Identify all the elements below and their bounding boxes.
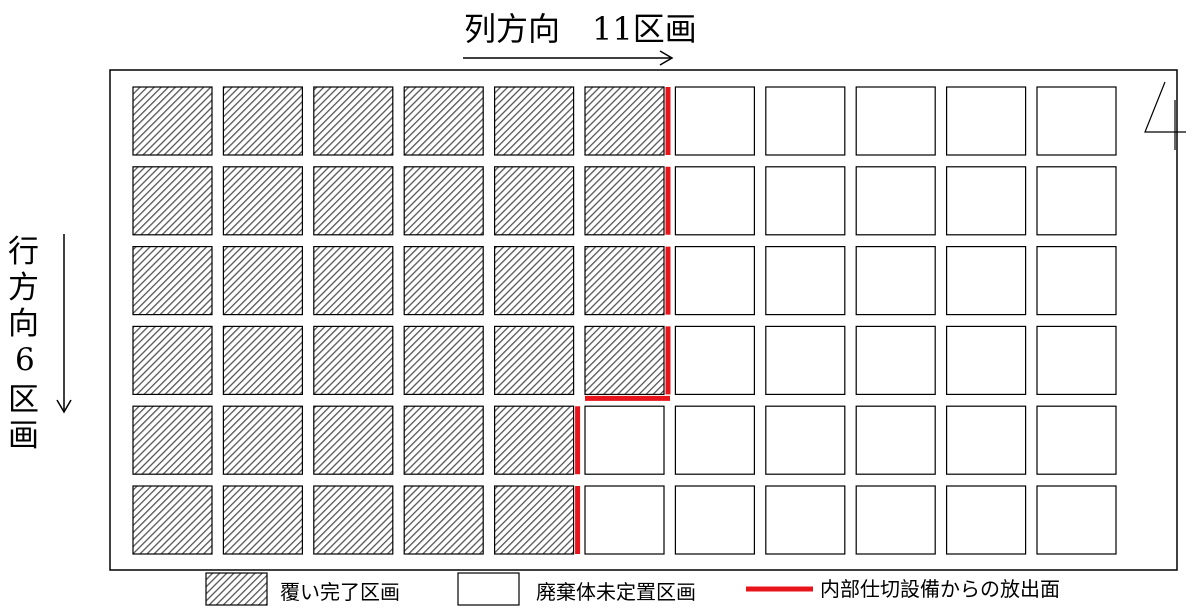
empty-cell	[765, 86, 846, 156]
empty-cell	[674, 86, 756, 156]
legend-empty-swatch	[457, 572, 520, 606]
empty-cell	[945, 166, 1027, 236]
covered-cell	[403, 246, 484, 316]
covered-cell	[313, 246, 394, 316]
covered-cell	[494, 166, 575, 236]
row-label-char: 区	[8, 382, 39, 418]
empty-cell	[584, 485, 665, 555]
covered-cell	[222, 485, 303, 555]
empty-cell	[945, 86, 1027, 156]
empty-cell	[674, 166, 756, 236]
covered-cell	[584, 325, 665, 395]
covered-cell	[494, 405, 575, 475]
covered-cell	[403, 405, 484, 475]
row-label-char: 行	[8, 234, 39, 270]
covered-cell	[313, 485, 394, 555]
empty-cell	[674, 246, 756, 316]
column-direction-label: 列方向 11区画	[464, 10, 697, 48]
covered-cell	[494, 86, 575, 156]
covered-cell	[222, 325, 303, 395]
empty-cell	[765, 166, 846, 236]
row-label-char: 方	[8, 270, 39, 306]
covered-cell	[313, 405, 394, 475]
covered-cell	[403, 485, 484, 555]
empty-cell	[674, 325, 756, 395]
empty-cell	[945, 405, 1027, 475]
empty-cell	[1036, 405, 1117, 475]
empty-cell	[945, 246, 1027, 316]
covered-cell	[403, 86, 484, 156]
covered-cell	[584, 246, 665, 316]
covered-cell	[132, 86, 213, 156]
empty-cell	[765, 325, 846, 395]
empty-cell	[855, 485, 936, 555]
empty-cell	[765, 485, 846, 555]
covered-cell	[132, 325, 213, 395]
legend-empty-label: 廃棄体未定置区画	[536, 580, 696, 604]
row-arrow-icon	[56, 234, 72, 414]
covered-cell	[132, 166, 213, 236]
empty-cell	[765, 405, 846, 475]
covered-cell	[313, 166, 394, 236]
row-label-char: 向	[8, 306, 39, 342]
empty-cell	[945, 325, 1027, 395]
empty-cell	[855, 325, 936, 395]
covered-cell	[222, 86, 303, 156]
covered-cell	[494, 325, 575, 395]
empty-cell	[584, 405, 665, 475]
covered-cell	[403, 325, 484, 395]
covered-cell	[313, 325, 394, 395]
covered-cell	[222, 166, 303, 236]
covered-cell	[132, 405, 213, 475]
covered-cell	[132, 246, 213, 316]
empty-cell	[855, 246, 936, 316]
covered-cell	[403, 166, 484, 236]
row-direction-label: 行 方 向 6 区 画	[8, 234, 39, 454]
covered-cell	[222, 246, 303, 316]
empty-cell	[1036, 325, 1117, 395]
covered-cell	[584, 166, 665, 236]
empty-cell	[1036, 166, 1117, 236]
empty-cell	[855, 86, 936, 156]
outer-frame	[109, 69, 1178, 571]
emission-lines	[575, 87, 671, 554]
row-label-char: 6	[15, 342, 35, 378]
empty-cell	[1036, 246, 1117, 316]
empty-cell	[945, 485, 1027, 555]
covered-cell	[222, 405, 303, 475]
column-arrow-icon	[463, 50, 674, 66]
empty-cell	[1036, 485, 1117, 555]
covered-cell	[494, 246, 575, 316]
legend-emission-label: 内部仕切設備からの放出面	[820, 577, 1060, 601]
empty-cell	[1036, 86, 1117, 156]
row-label-char: 画	[8, 418, 39, 454]
legend: 覆い完了区画 廃棄体未定置区画 内部仕切設備からの放出面	[205, 572, 1060, 606]
legend-covered-swatch	[205, 572, 268, 606]
corner-mark-4: 4	[1144, 81, 1186, 150]
grid-cells	[132, 86, 1117, 555]
legend-covered-label: 覆い完了区画	[280, 580, 400, 604]
covered-cell	[132, 485, 213, 555]
empty-cell	[855, 166, 936, 236]
covered-cell	[313, 86, 394, 156]
covered-cell	[494, 485, 575, 555]
empty-cell	[674, 485, 756, 555]
covered-cell	[584, 86, 665, 156]
empty-cell	[855, 405, 936, 475]
empty-cell	[674, 405, 756, 475]
empty-cell	[765, 246, 846, 316]
